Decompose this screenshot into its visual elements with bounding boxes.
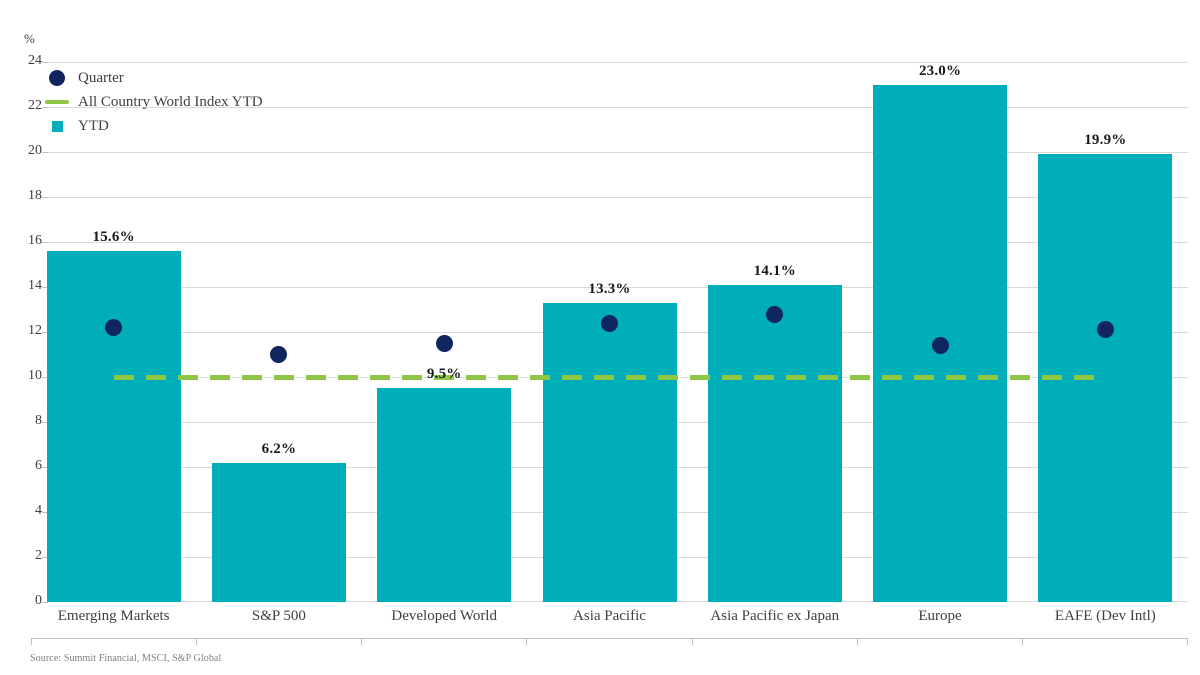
y-axis-tick-2	[42, 556, 48, 558]
y-axis-unit-label: %	[24, 31, 35, 46]
acwi-dash-icon	[44, 100, 70, 104]
plot-area: 15.6% 6.2% 9.5% 13.3% 14.1% 23.0% 19.9%	[42, 61, 1188, 603]
legend-item-quarter: Quarter	[44, 66, 263, 90]
y-axis-label-10: 10	[28, 368, 42, 383]
legend-label: YTD	[78, 117, 109, 134]
y-axis-tick-0	[42, 601, 48, 603]
gridline-20	[48, 151, 1188, 153]
y-axis-tick-16	[42, 241, 48, 243]
y-axis-label-8: 8	[35, 413, 42, 428]
category-label-1: S&P 500	[251, 608, 306, 624]
y-axis-label-22: 22	[28, 98, 42, 113]
category-label-4: Asia Pacific ex Japan	[710, 608, 840, 624]
gridline-16	[48, 241, 1188, 243]
y-axis-tick-4	[42, 511, 48, 513]
y-axis-tick-10	[42, 376, 48, 378]
category-tick-cell-3	[527, 639, 693, 645]
legend-label: Quarter	[78, 69, 124, 86]
category-tick-cell-2	[362, 639, 528, 645]
chart-legend: Quarter All Country World Index YTD YTD	[44, 66, 263, 138]
bar-value-label-4: 14.1%	[753, 262, 796, 279]
quarter-dot-0	[105, 319, 123, 336]
source-attribution: Source: Summit Financial, MSCI, S&P Glob…	[30, 653, 222, 664]
bar-ytd-4	[707, 284, 842, 602]
category-label-6: EAFE (Dev Intl)	[1054, 608, 1156, 624]
gridline-14	[48, 286, 1188, 288]
bar-value-label-1: 6.2%	[261, 440, 297, 457]
legend-item-acwi: All Country World Index YTD	[44, 90, 263, 114]
y-axis-tick-20	[42, 151, 48, 153]
category-label-0: Emerging Markets	[57, 608, 170, 624]
bar-ytd-1	[211, 462, 346, 602]
quarter-circle-icon	[44, 70, 70, 86]
y-axis-label-24: 24	[28, 53, 42, 68]
quarter-dot-3	[601, 314, 618, 332]
y-axis-label-16: 16	[28, 233, 42, 248]
y-axis-label-4: 4	[35, 503, 42, 518]
gridline-24	[48, 61, 1188, 63]
bar-value-label-6: 19.9%	[1084, 132, 1127, 149]
quarter-dot-1	[270, 346, 288, 363]
y-axis-tick-6	[42, 466, 48, 468]
y-axis-label-2: 2	[35, 548, 42, 563]
y-axis-label-14: 14	[28, 278, 42, 293]
y-axis-label-20: 20	[28, 143, 42, 158]
quarter-dot-2	[435, 334, 453, 352]
y-axis-label-0: 0	[35, 593, 42, 608]
category-label-2: Developed World	[391, 608, 497, 624]
category-label-5: Europe	[918, 608, 962, 624]
y-axis-tick-12	[42, 331, 48, 333]
category-tick-cell-5	[858, 639, 1023, 645]
legend-item-ytd: YTD	[44, 114, 263, 138]
gridline-18	[48, 196, 1188, 198]
y-axis-label-12: 12	[28, 323, 42, 338]
quarter-dot-6	[1096, 321, 1114, 339]
y-axis-tick-24	[42, 61, 48, 63]
bar-value-label-2: 9.5%	[426, 366, 462, 383]
gridline-22	[48, 106, 1188, 108]
category-tick-cell-1	[197, 639, 363, 645]
acwi-dashed-line	[113, 374, 1106, 380]
bar-ytd-0	[46, 251, 181, 602]
quarter-dot-4	[766, 305, 784, 323]
legend-label: All Country World Index YTD	[78, 93, 263, 110]
category-tick-cell-0	[31, 639, 198, 645]
bar-value-label-3: 13.3%	[588, 280, 631, 297]
quarter-dot-5	[931, 337, 949, 354]
x-axis-category-labels: Emerging Markets S&P 500 Developed World As…	[31, 608, 1188, 625]
y-axis-tick-22	[42, 106, 48, 108]
bar-value-label-0: 15.6%	[92, 229, 135, 245]
x-axis-tick-line	[31, 638, 1188, 645]
bar-ytd-3	[542, 302, 677, 602]
ytd-square-icon	[44, 120, 70, 132]
category-tick-cell-4	[693, 639, 858, 645]
bar-ytd-2	[377, 388, 512, 602]
y-axis-tick-14	[42, 286, 48, 288]
y-axis-label-6: 6	[35, 458, 42, 473]
y-axis-tick-18	[42, 196, 48, 198]
bar-value-label-5: 23.0%	[918, 62, 962, 79]
y-axis-tick-8	[42, 421, 48, 423]
category-label-3: Asia Pacific	[573, 608, 646, 624]
y-axis-label-18: 18	[28, 188, 42, 203]
category-tick-cell-6	[1023, 639, 1188, 645]
